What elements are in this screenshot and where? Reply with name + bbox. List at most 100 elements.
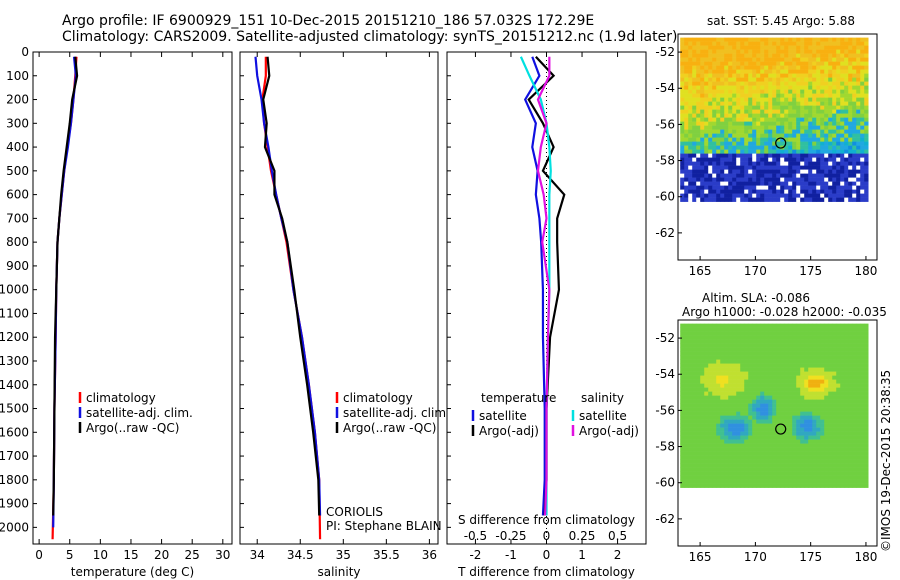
map-cell (716, 193, 721, 198)
map-cell (824, 129, 829, 134)
map-cell (780, 419, 785, 424)
map-cell (748, 65, 753, 70)
map-cell (764, 391, 769, 396)
map-cell (688, 395, 693, 400)
map-cell (840, 161, 845, 166)
map-cell (780, 113, 785, 118)
map-cell (680, 431, 685, 436)
map-cell (796, 101, 801, 106)
map-cell (772, 331, 777, 336)
map-cell (780, 173, 785, 178)
map-cell (744, 177, 749, 182)
map-cell (804, 483, 809, 488)
map-cell (824, 359, 829, 364)
map-cell (744, 117, 749, 122)
map-cell (788, 443, 793, 448)
map-cell (856, 415, 861, 420)
map-cell (836, 141, 841, 146)
map-cell (760, 153, 765, 158)
map-cell (844, 129, 849, 134)
map-cell (816, 435, 821, 440)
map-cell (772, 415, 777, 420)
map-cell (816, 129, 821, 134)
map-cell (680, 435, 685, 440)
map-cell (700, 173, 705, 178)
map-cell (748, 423, 753, 428)
map-cell (828, 149, 833, 154)
map-cell (736, 479, 741, 484)
map-cell (856, 53, 861, 58)
map-cell (684, 379, 689, 384)
map-cell (732, 383, 737, 388)
map-cell (844, 411, 849, 416)
map-cell (864, 419, 869, 424)
map-cell (796, 49, 801, 54)
map-cell (704, 479, 709, 484)
map-cell (736, 419, 741, 424)
map-cell (720, 383, 725, 388)
map-cell (788, 467, 793, 472)
map-cell (768, 185, 773, 190)
map-cell (788, 57, 793, 62)
map-cell (744, 455, 749, 460)
map-cell (820, 339, 825, 344)
map-cell (776, 415, 781, 420)
map-cell (692, 85, 697, 90)
map-cell (720, 129, 725, 134)
map-cell (824, 113, 829, 118)
map-cell (684, 145, 689, 150)
map-cell (768, 157, 773, 162)
y-tick-label: 200 (6, 93, 29, 107)
map-cell (724, 435, 729, 440)
map-cell (688, 81, 693, 86)
map-cell (768, 475, 773, 480)
map-cell (796, 451, 801, 456)
map-cell (828, 423, 833, 428)
map-cell (816, 161, 821, 166)
map-cell (704, 109, 709, 114)
map-cell (800, 97, 805, 102)
map-cell (716, 53, 721, 58)
map-cell (836, 407, 841, 412)
map-cell (784, 105, 789, 110)
map-cell (716, 395, 721, 400)
map-cell (792, 129, 797, 134)
map-cell (756, 121, 761, 126)
map-cell (764, 323, 769, 328)
map-cell (696, 181, 701, 186)
map-cell (772, 463, 777, 468)
map-cell (828, 93, 833, 98)
map-cell (684, 451, 689, 456)
map-cell (748, 189, 753, 194)
map-cell (844, 427, 849, 432)
map-cell (768, 467, 773, 472)
map-cell (708, 459, 713, 464)
map-cell (828, 65, 833, 70)
map-cell (736, 113, 741, 118)
map-cell (744, 137, 749, 142)
map-cell (688, 467, 693, 472)
map-cell (704, 387, 709, 392)
map-cell (848, 427, 853, 432)
map-cell (832, 89, 837, 94)
map-cell (816, 451, 821, 456)
map-cell (704, 371, 709, 376)
map-cell (748, 471, 753, 476)
map-cell (716, 347, 721, 352)
map-cell (840, 475, 845, 480)
map-cell (744, 149, 749, 154)
map-cell (744, 387, 749, 392)
map-cell (792, 197, 797, 202)
map-cell (776, 347, 781, 352)
map-cell (716, 383, 721, 388)
map-cell (796, 343, 801, 348)
map-cell (792, 161, 797, 166)
y-tick-label: 1000 (0, 283, 29, 297)
map-cell (716, 137, 721, 142)
map-cell (724, 439, 729, 444)
map-cell (808, 455, 813, 460)
map-cell (764, 137, 769, 142)
map-cell (688, 415, 693, 420)
map-cell (736, 355, 741, 360)
map-cell (840, 117, 845, 122)
